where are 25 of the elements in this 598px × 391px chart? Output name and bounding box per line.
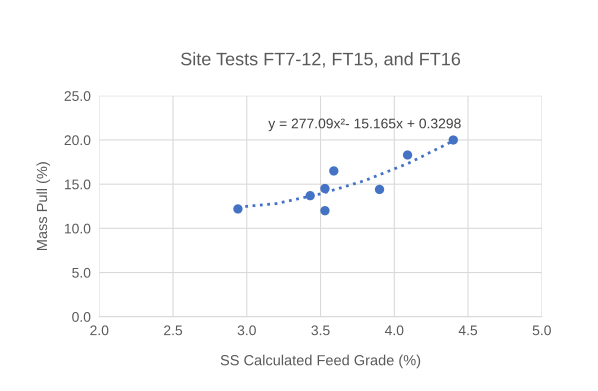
x-tick-label: 2.0 bbox=[90, 325, 108, 336]
y-tick-label: 5.0 bbox=[72, 268, 90, 278]
point bbox=[320, 184, 330, 194]
x-tick-label: 2.5 bbox=[164, 325, 182, 336]
y-tick-label: 15.0 bbox=[64, 179, 90, 190]
point bbox=[233, 204, 243, 214]
annotation: y = 277.09x²- 15.165x + 0.3298 bbox=[268, 118, 461, 132]
chart-title: Site Tests FT7-12, FT15, and FT16 bbox=[181, 52, 460, 68]
x-tick-label: 5.0 bbox=[532, 325, 551, 336]
y-tick-label: 10.0 bbox=[64, 224, 90, 234]
x-tick-label: 4.5 bbox=[458, 326, 478, 336]
x-tick-label: 3.0 bbox=[238, 325, 256, 336]
y-tick-label: 25.0 bbox=[64, 91, 90, 101]
point bbox=[374, 184, 384, 194]
y-tick-label: 20.0 bbox=[64, 135, 90, 146]
point bbox=[320, 206, 330, 216]
point bbox=[402, 150, 412, 160]
y-tick-label: 0.0 bbox=[72, 312, 90, 322]
x-axis-title: SS Calculated Feed Grade (%) bbox=[220, 354, 420, 368]
x-tick-label: 4.0 bbox=[384, 325, 404, 336]
y-axis-title: Mass Pull (%) bbox=[36, 162, 50, 250]
point bbox=[448, 135, 458, 145]
point bbox=[329, 166, 338, 176]
x-tick-label: 3.5 bbox=[311, 325, 330, 336]
point bbox=[306, 190, 315, 200]
